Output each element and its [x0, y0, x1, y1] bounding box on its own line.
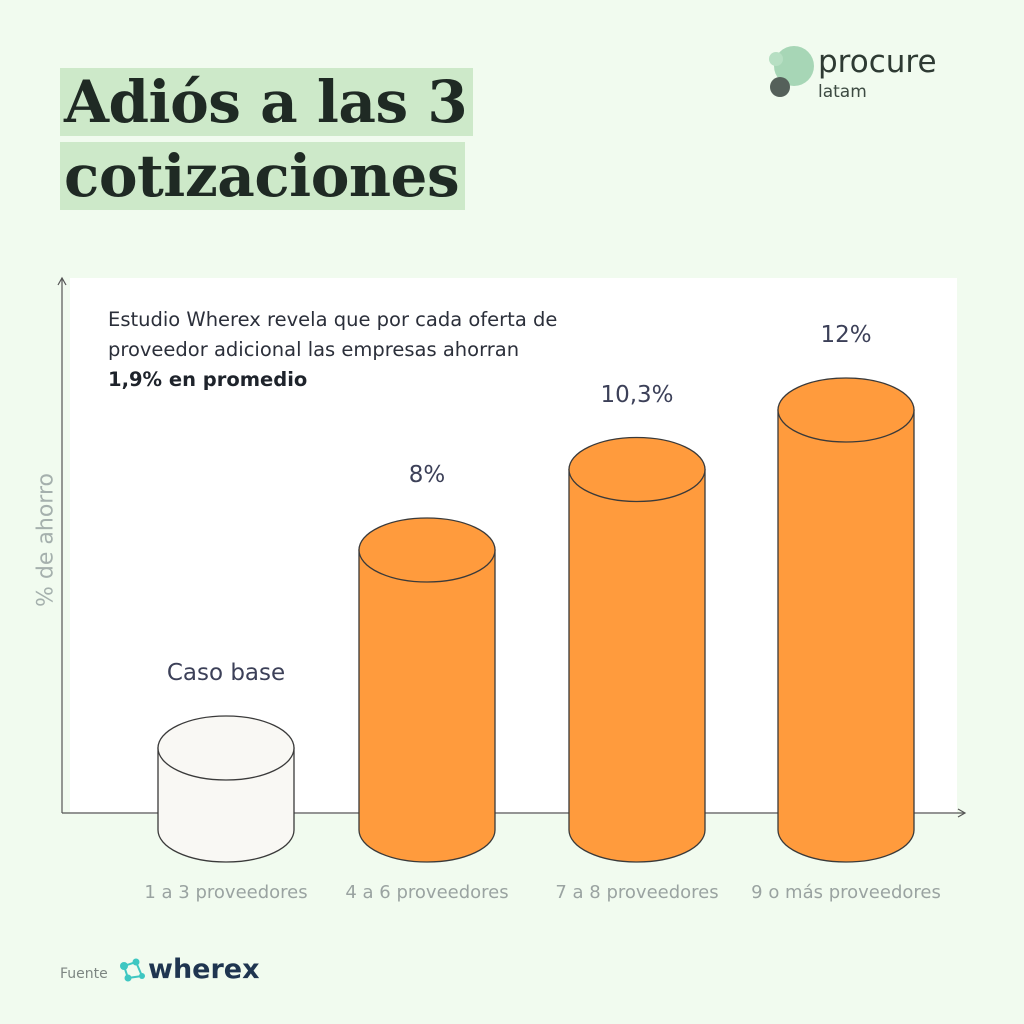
chart-bars	[157, 377, 915, 863]
procure-latam-logo: procure latam	[766, 44, 966, 104]
study-note-highlight: 1,9% en promedio	[108, 368, 308, 391]
x-tick-label: 4 a 6 proveedores	[345, 882, 509, 903]
bar-top	[777, 377, 915, 443]
bar-body	[777, 409, 915, 863]
x-tick-label: 9 o más proveedores	[751, 882, 941, 903]
footer-source-label: Fuente	[60, 966, 108, 982]
page-title: Adiós a las 3 cotizaciones	[60, 68, 474, 216]
y-axis-label: % de ahorro	[33, 473, 59, 607]
bar-4	[777, 377, 915, 863]
study-note-text: Estudio Wherex revela que por cada ofert…	[108, 308, 558, 361]
footer-brand: wherex	[148, 954, 260, 985]
bar-value-label: 12%	[820, 322, 872, 348]
bar-top	[358, 517, 496, 583]
title-line-2: cotizaciones	[60, 142, 466, 210]
bar-3	[568, 436, 706, 863]
logo-brand-text: procure	[818, 44, 937, 80]
bar-body	[568, 468, 706, 863]
bar-value-label: 8%	[408, 462, 446, 488]
procure-logo-icon	[769, 46, 814, 97]
title-line-1: Adiós a las 3	[60, 68, 474, 136]
y-axis-arrow	[57, 276, 67, 286]
x-tick-label: 1 a 3 proveedores	[144, 882, 308, 903]
study-note: Estudio Wherex revela que por cada ofert…	[108, 305, 578, 395]
bar-top	[568, 436, 706, 503]
bar-value-label: 10,3%	[600, 381, 674, 408]
logo-sub-text: latam	[818, 82, 867, 102]
wherex-logo-icon	[120, 958, 145, 982]
bar-body	[157, 747, 295, 863]
bar-body	[358, 549, 496, 863]
bar-top	[157, 715, 295, 781]
x-axis-arrow	[957, 808, 967, 818]
x-tick-label: 7 a 8 proveedores	[555, 882, 719, 903]
bar-2	[358, 517, 496, 863]
bar-value-label: Caso base	[166, 660, 286, 686]
bar-1	[157, 715, 295, 863]
